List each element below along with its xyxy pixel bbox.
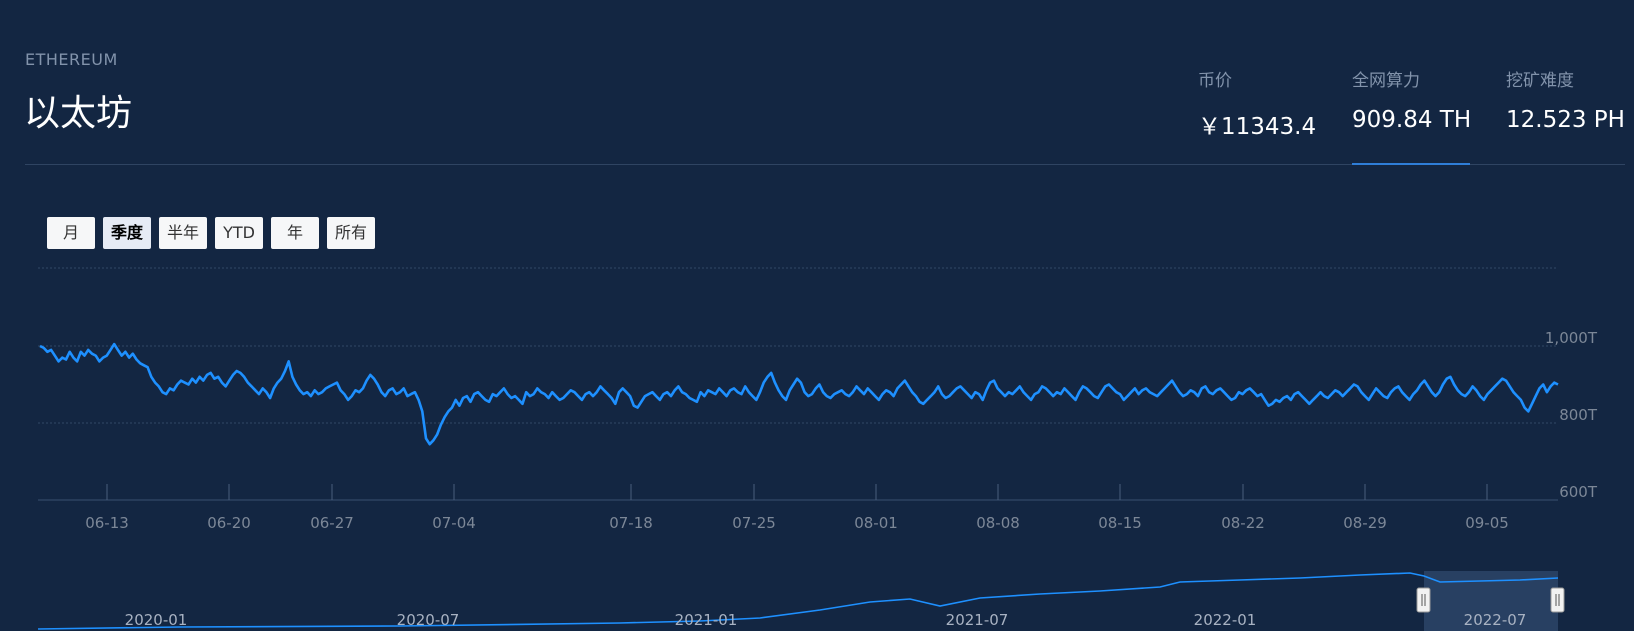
coin-english-name: ETHEREUM (25, 50, 118, 69)
x-tick-label: 06-20 (207, 514, 251, 532)
y-tick-label: 800T (1559, 406, 1598, 424)
stat-difficulty-value: 12.523 PH (1506, 107, 1625, 133)
x-tick-label: 08-15 (1098, 514, 1142, 532)
x-axis-ticks: 06-13 06-20 06-27 07-04 07-18 07-25 08-0… (85, 484, 1509, 532)
coin-title: 以太坊 (24, 93, 133, 134)
range-button-all[interactable]: 所有 (327, 217, 375, 249)
stat-hashrate-value: 909.84 TH (1352, 107, 1472, 133)
navigator-handle-left[interactable] (1416, 587, 1431, 613)
navigator-handle-right-box[interactable] (1550, 587, 1565, 613)
range-button-quarter[interactable]: 季度 (103, 217, 151, 249)
range-button-ytd[interactable]: YTD (215, 217, 263, 249)
stat-hashrate-label: 全网算力 (1352, 71, 1420, 91)
navigator-tick-label: 2021-07 (946, 611, 1009, 629)
x-tick-label: 08-29 (1343, 514, 1387, 532)
navigator-tick-label: 2022-07 (1464, 611, 1527, 629)
navigator-tick-label: 2020-01 (125, 611, 188, 629)
x-tick-label: 07-25 (732, 514, 776, 532)
navigator-tick-label: 2021-01 (675, 611, 738, 629)
navigator-tick-label: 2020-07 (397, 611, 460, 629)
y-tick-label: 600T (1559, 483, 1598, 501)
x-tick-label: 06-13 (85, 514, 129, 532)
stat-difficulty[interactable]: 挖矿难度 12.523 PH (1506, 66, 1625, 133)
x-tick-label: 06-27 (310, 514, 354, 532)
range-button-month[interactable]: 月 (47, 217, 95, 249)
header-divider (25, 164, 1625, 165)
x-tick-label: 09-05 (1465, 514, 1509, 532)
navigator-handle-left-box[interactable] (1416, 587, 1431, 613)
range-button-year[interactable]: 年 (271, 217, 319, 249)
x-tick-label: 08-22 (1221, 514, 1265, 532)
stat-price[interactable]: 币价 ￥11343.4 (1198, 66, 1316, 141)
range-button-half-year[interactable]: 半年 (159, 217, 207, 249)
y-tick-label: 1,000T (1545, 329, 1598, 347)
x-tick-label: 08-08 (976, 514, 1020, 532)
x-tick-label: 08-01 (854, 514, 898, 532)
hashrate-series-line (39, 342, 1559, 446)
navigator-tick-label: 2022-01 (1194, 611, 1257, 629)
x-tick-label: 07-04 (432, 514, 476, 532)
stat-difficulty-label: 挖矿难度 (1506, 71, 1574, 91)
stat-price-label: 币价 (1198, 71, 1232, 91)
x-tick-label: 07-18 (609, 514, 653, 532)
active-stat-underline (1352, 163, 1470, 165)
stat-price-value: ￥11343.4 (1198, 114, 1317, 140)
navigator-handle-right[interactable] (1550, 587, 1565, 613)
navigator-series-line (37, 572, 1559, 630)
stat-hashrate[interactable]: 全网算力 909.84 TH (1352, 66, 1471, 133)
